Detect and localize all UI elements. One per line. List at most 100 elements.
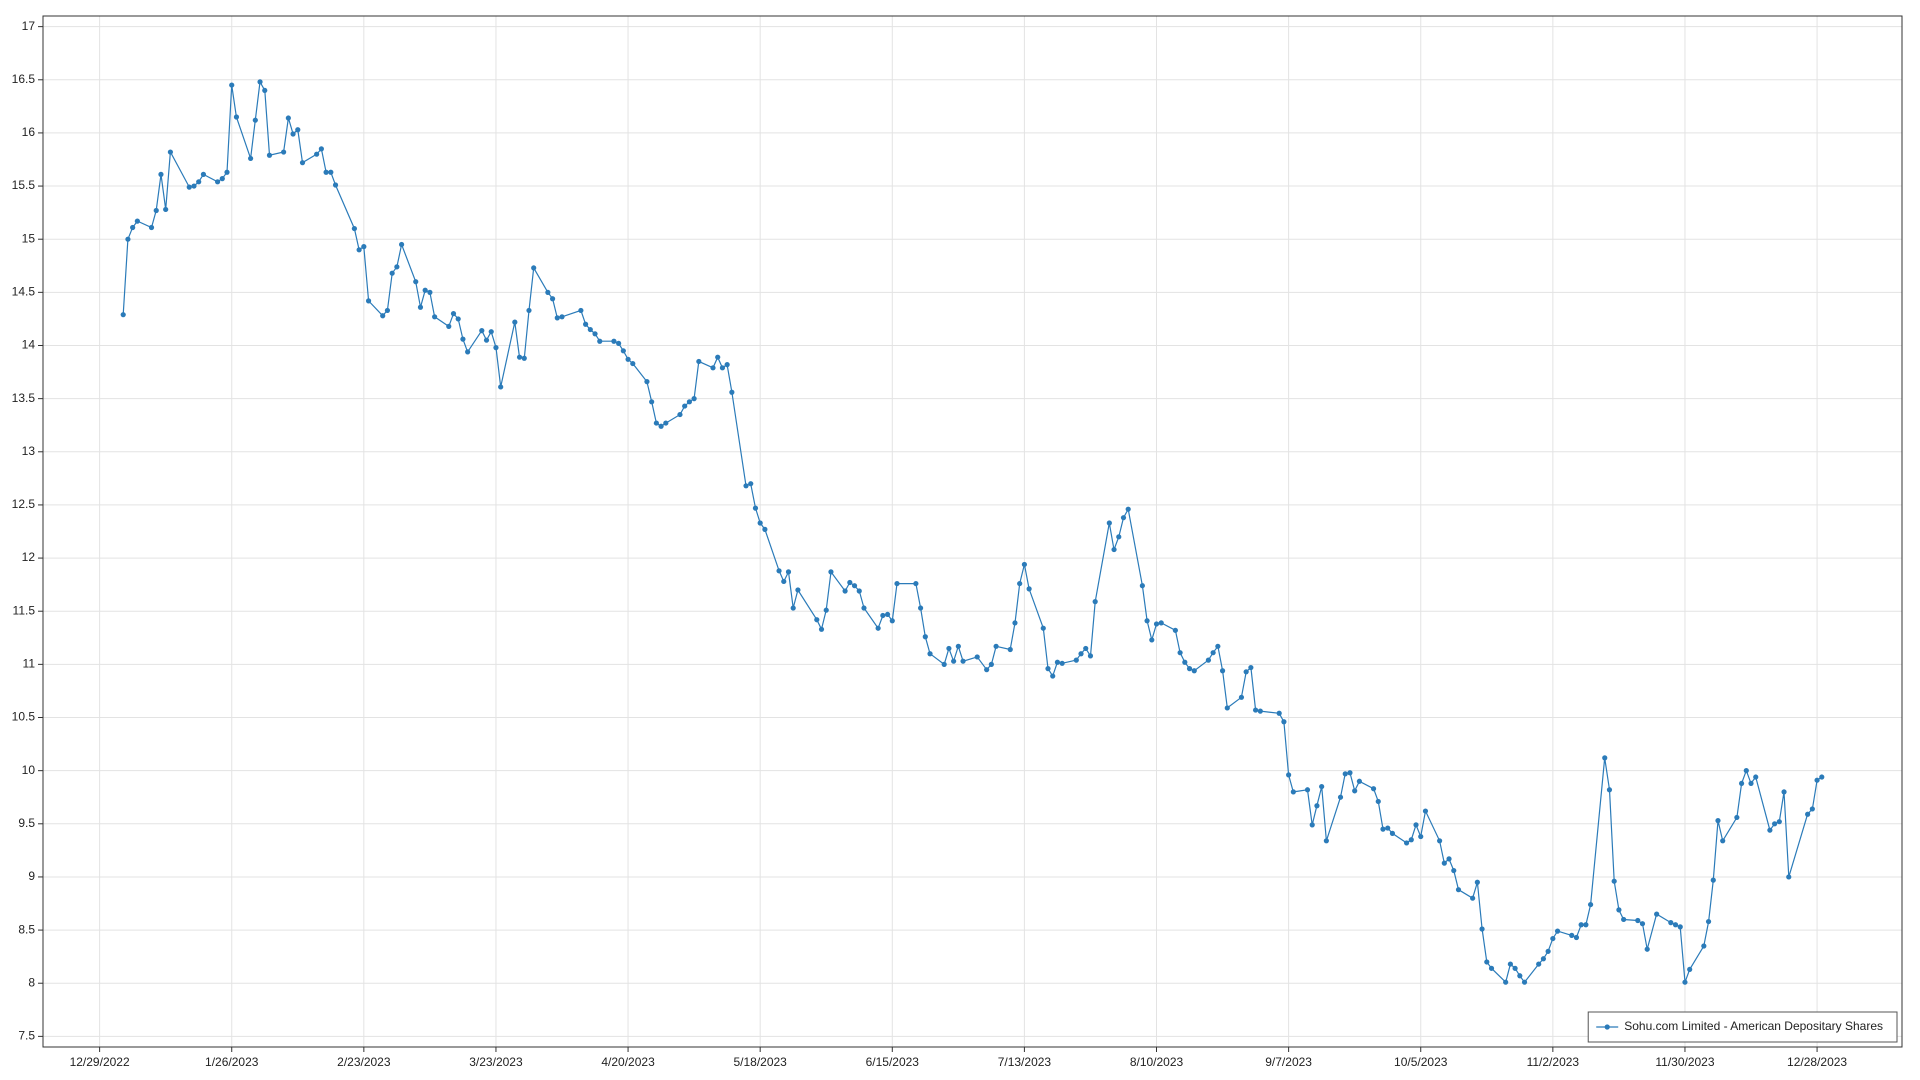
- point: [1583, 922, 1589, 928]
- point: [1319, 783, 1325, 790]
- point: [1587, 901, 1594, 908]
- point: [696, 358, 702, 365]
- x-tick-label: 12/29/2022: [70, 1055, 130, 1069]
- point: [1748, 780, 1754, 787]
- point: [1682, 979, 1688, 985]
- point: [894, 580, 900, 587]
- point: [686, 399, 693, 405]
- point: [1418, 833, 1424, 840]
- point: [861, 605, 867, 611]
- legend-label: Sohu.com Limited - American Depositary S…: [1624, 1019, 1883, 1033]
- point: [1083, 645, 1089, 652]
- point: [1323, 838, 1329, 844]
- point: [554, 315, 560, 321]
- point: [465, 349, 471, 355]
- point: [498, 384, 504, 390]
- y-tick-label: 15: [22, 231, 36, 245]
- y-tick-label: 16: [22, 125, 36, 139]
- point: [1814, 777, 1820, 783]
- point: [1805, 811, 1811, 817]
- point: [1569, 932, 1575, 938]
- point: [1172, 627, 1178, 633]
- point: [1144, 618, 1150, 624]
- point: [323, 169, 329, 175]
- point: [752, 505, 759, 511]
- point: [219, 176, 225, 182]
- legend: Sohu.com Limited - American Depositary S…: [1587, 1011, 1898, 1043]
- point: [262, 87, 268, 94]
- point: [1248, 664, 1254, 671]
- point: [148, 224, 155, 231]
- point: [389, 270, 395, 276]
- y-tick-label: 14: [22, 338, 36, 352]
- point: [1536, 961, 1542, 967]
- y-tick-label: 13.5: [12, 391, 36, 405]
- point: [1611, 878, 1617, 884]
- point: [884, 611, 891, 618]
- point: [1007, 646, 1013, 653]
- x-tick-label: 4/20/2023: [601, 1055, 655, 1069]
- point: [427, 289, 433, 295]
- point: [493, 345, 499, 351]
- point: [1314, 803, 1320, 809]
- point: [384, 307, 391, 314]
- point: [545, 289, 551, 295]
- point: [917, 605, 924, 611]
- point: [1677, 924, 1683, 930]
- point: [1149, 637, 1155, 643]
- point: [1347, 770, 1353, 776]
- point: [1809, 806, 1815, 812]
- point: [422, 287, 428, 293]
- point: [351, 225, 358, 232]
- point: [625, 356, 631, 362]
- point: [318, 146, 324, 152]
- point: [1616, 907, 1622, 913]
- point: [257, 79, 263, 85]
- point: [1545, 948, 1551, 954]
- point: [394, 264, 400, 270]
- point: [1488, 965, 1495, 971]
- point: [1342, 771, 1348, 777]
- y-tick-label: 7.5: [18, 1029, 35, 1043]
- point: [658, 423, 664, 429]
- point: [1734, 814, 1740, 821]
- point: [214, 179, 221, 185]
- x-tick-label: 9/7/2023: [1265, 1055, 1312, 1069]
- point: [1644, 946, 1650, 952]
- point: [1554, 928, 1561, 934]
- point: [1219, 668, 1226, 674]
- point: [1238, 694, 1245, 700]
- point: [229, 82, 235, 88]
- point: [1470, 895, 1476, 901]
- point: [880, 612, 886, 619]
- point: [1606, 787, 1613, 793]
- point: [446, 323, 452, 329]
- point: [1210, 650, 1216, 656]
- legend-box: [1587, 1011, 1898, 1043]
- point: [1753, 774, 1759, 780]
- point: [1389, 830, 1396, 836]
- point: [951, 658, 957, 664]
- x-tick-label: 11/30/2023: [1655, 1055, 1714, 1069]
- point: [828, 569, 834, 575]
- point: [795, 587, 801, 593]
- point: [1153, 621, 1160, 627]
- point: [460, 336, 466, 342]
- point: [526, 307, 532, 314]
- point: [1257, 708, 1263, 714]
- point: [1375, 798, 1381, 805]
- point: [1715, 818, 1721, 824]
- point: [1205, 657, 1212, 663]
- point: [1507, 961, 1513, 967]
- point: [1521, 979, 1528, 985]
- point: [988, 661, 994, 667]
- y-tick-label: 10.5: [12, 710, 36, 724]
- plot-frame: [42, 15, 1903, 1048]
- point: [285, 115, 291, 121]
- point: [597, 338, 603, 344]
- legend-marker: [1604, 1024, 1610, 1030]
- point: [252, 117, 258, 123]
- point: [1819, 774, 1825, 780]
- point: [1309, 822, 1315, 828]
- point: [1451, 867, 1457, 874]
